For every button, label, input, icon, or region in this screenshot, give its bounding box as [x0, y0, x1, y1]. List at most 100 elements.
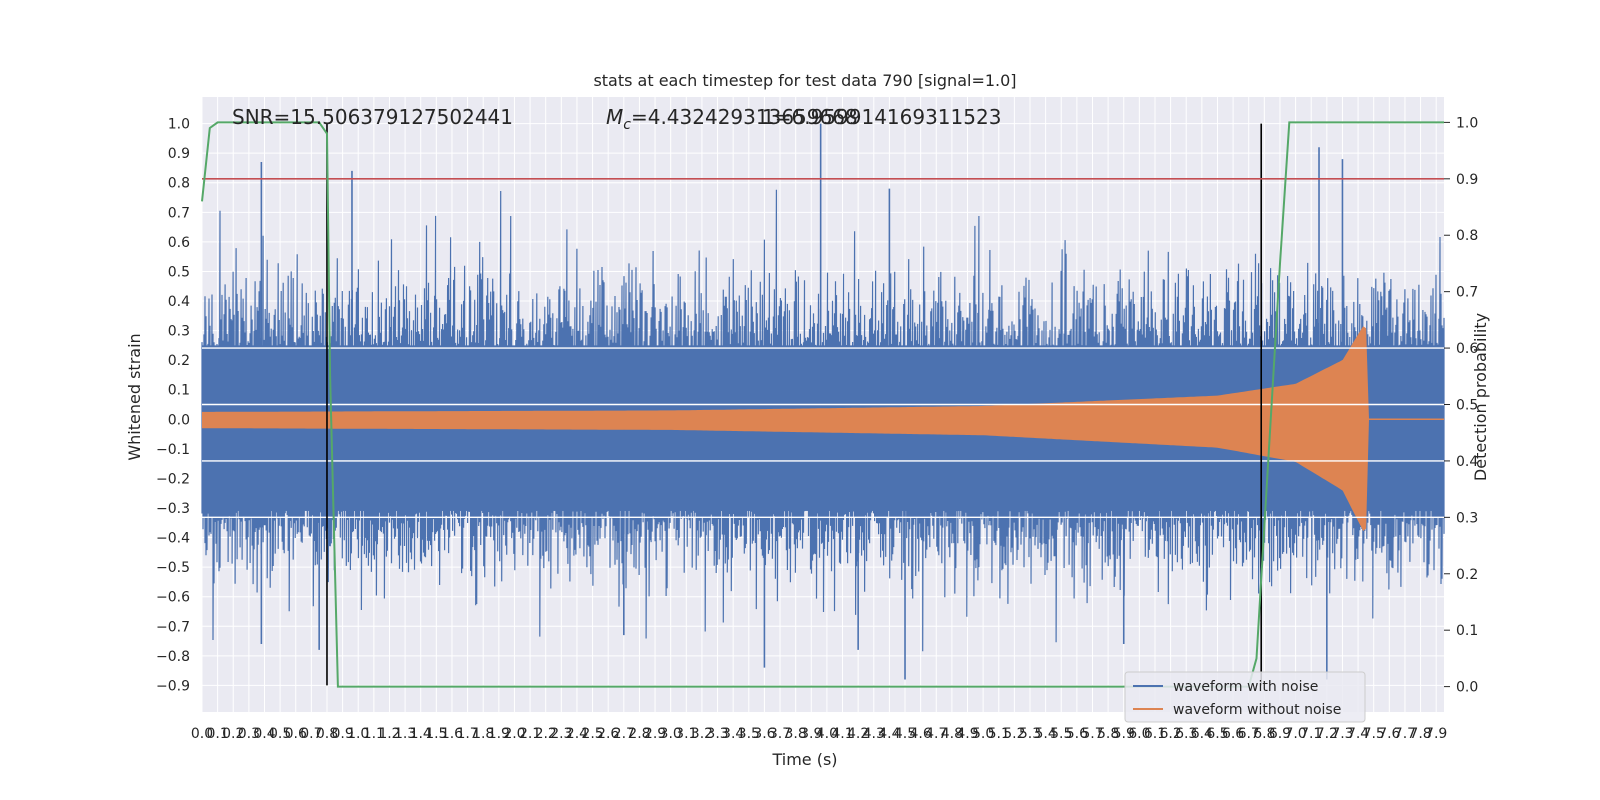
y2-tick-label: 0.2	[1456, 567, 1478, 583]
y-axis-label: Whitened strain	[125, 333, 144, 460]
x-tick-label: 6.2	[1159, 726, 1181, 742]
x-tick-label: 6.5	[1206, 726, 1228, 742]
x-tick-label: 5.0	[972, 726, 994, 742]
x-tick-label: 0.9	[331, 726, 353, 742]
x-tick-label: 0.0	[191, 726, 213, 742]
mc-annotation: Mc=4.432429313659668	[606, 105, 858, 133]
x-tick-label: 4.0	[816, 726, 838, 742]
x-tick-label: 6.7	[1238, 726, 1260, 742]
x-tick-label: 1.8	[472, 726, 494, 742]
mc-value: =4.432429313659668	[631, 105, 858, 129]
chart-title: stats at each timestep for test data 790…	[593, 71, 1016, 90]
y-tick-label: 0.9	[168, 146, 190, 162]
y2-tick-label: 0.5	[1456, 398, 1478, 414]
x-tick-label: 2.1	[519, 726, 541, 742]
x-tick-label: 3.6	[753, 726, 775, 742]
x-tick-label: 3.7	[769, 726, 791, 742]
chirp-envelope	[202, 326, 1369, 531]
x-tick-label: 2.6	[597, 726, 619, 742]
x-tick-label: 4.6	[910, 726, 932, 742]
x-tick-label: 0.7	[300, 726, 322, 742]
y-tick-label: −0.1	[156, 442, 190, 458]
x-tick-label: 7.9	[1425, 726, 1447, 742]
x-tick-label: 3.9	[800, 726, 822, 742]
x-tick-label: 4.4	[878, 726, 900, 742]
y-tick-label: −0.3	[156, 501, 190, 517]
y2-tick-label: 1.0	[1456, 115, 1478, 131]
x-tick-label: 2.9	[644, 726, 666, 742]
x-tick-label: 0.8	[316, 726, 338, 742]
x-tick-label: 1.1	[363, 726, 385, 742]
y-tick-label: 0.3	[168, 324, 190, 340]
x-tick-label: 3.0	[660, 726, 682, 742]
x-tick-label: 7.0	[1284, 726, 1306, 742]
y-tick-label: 0.0	[168, 412, 190, 428]
x-tick-label: 4.1	[831, 726, 853, 742]
x-tick-label: 2.3	[550, 726, 572, 742]
y-tick-label: −0.5	[156, 560, 190, 576]
x-tick-label: 5.9	[1113, 726, 1135, 742]
y-tick-labels: 1.0 0.9 0.8 0.7 0.6 0.5 0.4 0.3 0.2 0.1 0.0 −0.1 −0.…	[156, 117, 190, 695]
y-tick-label: 0.2	[168, 353, 190, 369]
x-tick-label: 0.1	[206, 726, 228, 742]
y-tick-label: −0.8	[156, 649, 190, 665]
y-tick-label: −0.7	[156, 619, 190, 635]
y-tick-label: −0.2	[156, 471, 190, 487]
y-tick-label: 0.7	[168, 205, 190, 221]
x-tick-label: 3.8	[785, 726, 807, 742]
series-waveform-without-noise	[202, 326, 1444, 531]
x-tick-label: 6.0	[1128, 726, 1150, 742]
x-tick-label: 3.4	[722, 726, 744, 742]
mc-subscript: c	[623, 117, 631, 133]
x-tick-labels: 0.00.10.20.30.40.50.60.70.80.91.01.11.21…	[191, 726, 1447, 742]
x-tick-label: 4.9	[956, 726, 978, 742]
x-tick-label: 4.2	[847, 726, 869, 742]
x-tick-label: 2.5	[581, 726, 603, 742]
y2-tick-label: 0.4	[1456, 454, 1478, 470]
x-tick-label: 3.3	[706, 726, 728, 742]
x-tick-label: 4.3	[863, 726, 885, 742]
mc-symbol: M	[606, 105, 623, 129]
y2-tick-label: 0.7	[1456, 285, 1478, 301]
x-tick-label: 7.7	[1394, 726, 1416, 742]
x-tick-label: 6.4	[1191, 726, 1213, 742]
x-tick-label: 4.7	[925, 726, 947, 742]
x-tick-label: 1.9	[488, 726, 510, 742]
x-tick-label: 2.4	[566, 726, 588, 742]
x-tick-label: 7.5	[1363, 726, 1385, 742]
x-tick-label: 1.3	[394, 726, 416, 742]
x-axis-label: Time (s)	[771, 750, 837, 769]
x-tick-label: 5.7	[1081, 726, 1103, 742]
x-tick-label: 5.8	[1097, 726, 1119, 742]
y2-tick-label: 0.1	[1456, 623, 1478, 639]
overlap-annotation: 1=6.959914169311523	[762, 105, 1001, 129]
x-tick-label: 4.8	[941, 726, 963, 742]
x-tick-label: 1.4	[410, 726, 432, 742]
y-tick-label: 1.0	[168, 117, 190, 133]
x-tick-label: 2.8	[628, 726, 650, 742]
x-tick-label: 3.5	[738, 726, 760, 742]
x-tick-label: 5.3	[1019, 726, 1041, 742]
x-tick-label: 1.5	[425, 726, 447, 742]
y2-tick-label: 0.8	[1456, 228, 1478, 244]
snr-annotation: SNR=15.506379127502441	[232, 105, 513, 129]
x-tick-label: 7.1	[1300, 726, 1322, 742]
x-tick-label: 0.4	[253, 726, 275, 742]
x-tick-label: 1.6	[441, 726, 463, 742]
x-tick-label: 1.2	[378, 726, 400, 742]
x-tick-label: 5.1	[988, 726, 1010, 742]
y-tick-label: −0.4	[156, 531, 190, 547]
y-tick-label: 0.1	[168, 383, 190, 399]
legend-box	[1124, 671, 1366, 723]
x-tick-label: 5.4	[1034, 726, 1056, 742]
y2-axis-label: Detection probability	[1471, 313, 1490, 481]
x-tick-label: 0.5	[269, 726, 291, 742]
x-tick-label: 5.5	[1050, 726, 1072, 742]
x-tick-label: 1.0	[347, 726, 369, 742]
y-tick-label: 0.4	[168, 294, 190, 310]
x-tick-label: 7.6	[1378, 726, 1400, 742]
x-tick-label: 7.3	[1331, 726, 1353, 742]
x-tick-label: 5.6	[1066, 726, 1088, 742]
y2-tick-label: 0.0	[1456, 680, 1478, 696]
